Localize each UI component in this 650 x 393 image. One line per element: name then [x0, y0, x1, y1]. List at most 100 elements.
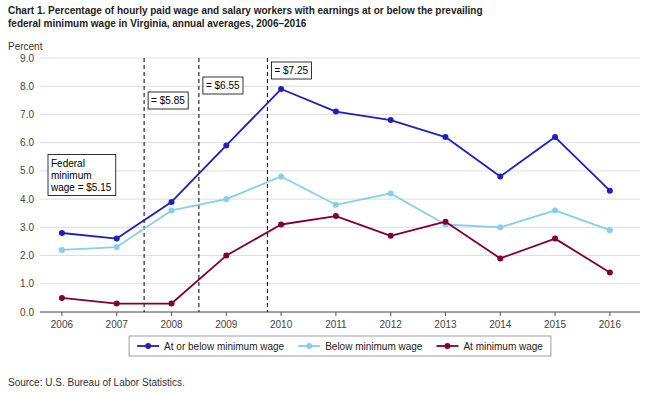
data-point	[607, 188, 613, 194]
x-tick-label: 2010	[270, 319, 293, 330]
x-tick	[61, 312, 62, 316]
legend-item: Below minimum wage	[298, 341, 423, 352]
annotation: Federalminimumwage = $5.15	[48, 155, 116, 196]
y-tick-label: 3.0	[20, 222, 34, 233]
annotation-line: = $5.85	[151, 95, 185, 106]
x-tick	[390, 312, 391, 316]
data-point	[169, 301, 175, 307]
x-tick	[116, 312, 117, 316]
annotation-box	[148, 92, 188, 109]
x-tick-label: 2007	[106, 319, 129, 330]
data-point	[223, 196, 229, 202]
annotation-text: = $7.25	[274, 65, 308, 76]
series-line	[62, 177, 610, 250]
data-point	[388, 233, 394, 239]
legend-item: At or below minimum wage	[137, 341, 284, 352]
data-point	[552, 207, 558, 213]
data-point	[552, 134, 558, 140]
y-axis: 0.01.02.03.04.05.06.07.08.09.0	[20, 53, 640, 318]
data-point	[388, 117, 394, 123]
data-point	[333, 213, 339, 219]
x-tick-label: 2011	[325, 319, 347, 330]
legend-label: Below minimum wage	[325, 341, 423, 352]
reference-line	[144, 58, 145, 312]
grid-line	[40, 255, 640, 256]
legend-box	[129, 336, 551, 356]
annotation-line: = $7.25	[274, 65, 308, 76]
annotation: = $5.85	[148, 92, 188, 109]
x-tick	[555, 312, 556, 316]
data-point	[388, 190, 394, 196]
x-tick-label: 2012	[380, 319, 403, 330]
data-point	[59, 295, 65, 301]
x-axis-line	[40, 312, 640, 313]
y-tick-label: 1.0	[20, 278, 34, 289]
data-point	[497, 255, 503, 261]
series	[59, 213, 613, 306]
annotations: = $5.85 = $6.55 = $7.25 Federalminimumwage …	[48, 62, 311, 196]
legend-label: At minimum wage	[463, 341, 543, 352]
annotation-line: = $6.55	[206, 80, 240, 91]
data-point	[59, 230, 65, 236]
data-point	[442, 134, 448, 140]
x-tick-label: 2006	[51, 319, 74, 330]
y-tick-label: 2.0	[20, 250, 34, 261]
x-tick-label: 2008	[160, 319, 183, 330]
grid-line	[40, 86, 640, 87]
grid-line	[40, 283, 640, 284]
data-point	[114, 236, 120, 242]
data-point	[114, 301, 120, 307]
annotation-box	[203, 77, 243, 94]
x-tick-label: 2014	[489, 319, 512, 330]
chart: Chart 1. Percentage of hourly paid wage …	[0, 0, 650, 393]
legend-item: At minimum wage	[436, 341, 543, 352]
data-point	[333, 109, 339, 115]
grid-line	[40, 142, 640, 143]
data-point	[223, 142, 229, 148]
x-tick-label: 2013	[434, 319, 457, 330]
annotation-text: = $6.55	[206, 80, 240, 91]
annotation: = $6.55	[203, 77, 243, 94]
data-point	[278, 222, 284, 228]
source: Source: U.S. Bureau of Labor Statistics.	[8, 377, 185, 388]
legend-label: At or below minimum wage	[164, 341, 284, 352]
x-tick-label: 2016	[599, 319, 622, 330]
series-line	[62, 89, 610, 239]
data-point	[278, 174, 284, 180]
data-point	[442, 219, 448, 225]
grid-line	[40, 312, 640, 313]
data-point	[169, 199, 175, 205]
title: Chart 1. Percentage of hourly paid wage …	[8, 5, 483, 16]
legend: At or below minimum wage Below minimum wa…	[129, 336, 551, 356]
x-tick	[335, 312, 336, 316]
grid-line	[40, 114, 640, 115]
annotation-line: Federal	[51, 158, 85, 169]
x-tick	[281, 312, 282, 316]
x-tick-label: 2009	[215, 319, 238, 330]
annotation-line: minimum	[51, 170, 92, 181]
data-point	[497, 174, 503, 180]
y-tick-label: 6.0	[20, 137, 34, 148]
y-tick-label: 4.0	[20, 194, 34, 205]
series	[59, 174, 613, 253]
data-point	[278, 86, 284, 92]
annotation-line: wage = $5.15	[50, 182, 112, 193]
subtitle: federal minimum wage in Virginia, annual…	[8, 18, 307, 29]
series-line	[62, 216, 610, 303]
reference-line	[198, 58, 199, 312]
annotation-box	[271, 62, 311, 79]
data-point	[59, 247, 65, 253]
annotation-text: Federalminimumwage = $5.15	[50, 158, 112, 193]
data-point	[114, 244, 120, 250]
annotation-box	[48, 155, 116, 196]
data-point	[607, 227, 613, 233]
x-tick	[226, 312, 227, 316]
x-tick	[500, 312, 501, 316]
x-tick	[171, 312, 172, 316]
x-axis: 2006200720082009201020112012201320142015…	[40, 312, 640, 330]
data-point	[607, 269, 613, 275]
grid-line	[40, 199, 640, 200]
y-tick-label: 5.0	[20, 165, 34, 176]
reference-line	[267, 58, 268, 312]
annotation: = $7.25	[271, 62, 311, 79]
